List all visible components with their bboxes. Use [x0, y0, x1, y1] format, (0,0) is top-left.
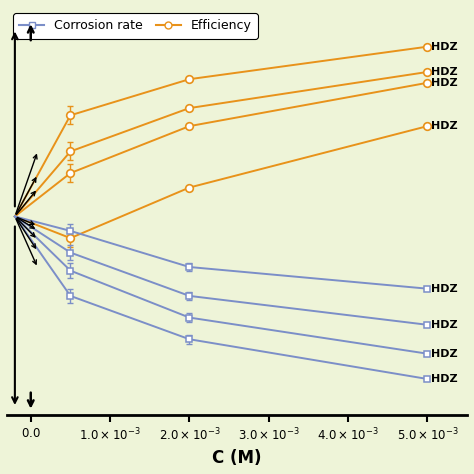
Text: HDZ: HDZ [431, 374, 458, 384]
Text: HDZ: HDZ [431, 78, 458, 88]
Text: HDZ: HDZ [431, 121, 458, 131]
X-axis label: C (M): C (M) [212, 449, 262, 467]
Legend: Corrosion rate, Efficiency: Corrosion rate, Efficiency [13, 13, 258, 39]
Text: HDZ: HDZ [431, 349, 458, 359]
Text: HDZ: HDZ [431, 42, 458, 52]
Text: HDZ: HDZ [431, 320, 458, 330]
Text: HDZ: HDZ [431, 283, 458, 294]
Text: HDZ: HDZ [431, 67, 458, 77]
